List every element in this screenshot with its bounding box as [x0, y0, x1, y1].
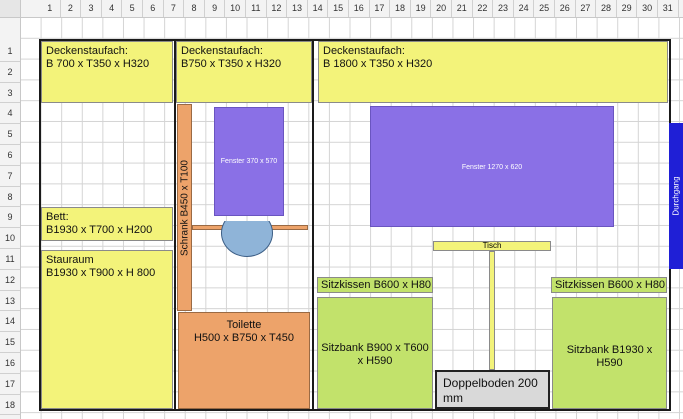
- cushion-left: Sitzkissen B600 x H80: [317, 277, 433, 293]
- column-header-22[interactable]: 22: [473, 0, 494, 17]
- double-floor-label: Doppelboden 200 mm: [443, 376, 538, 405]
- window-large-label: Fenster 1270 x 620: [461, 164, 523, 171]
- table-label: Tisch: [482, 241, 502, 250]
- column-header-28[interactable]: 28: [596, 0, 617, 17]
- column-header-8[interactable]: 8: [184, 0, 205, 17]
- row-header-13[interactable]: 13: [0, 291, 20, 312]
- column-header-15[interactable]: 15: [328, 0, 349, 17]
- passage-label: Durchgang: [671, 176, 681, 216]
- ceiling-storage-right-line2: B 1800 x T350 x H320: [323, 58, 433, 70]
- column-header-16[interactable]: 16: [349, 0, 370, 17]
- row-header-15[interactable]: 15: [0, 332, 20, 353]
- passage-marker: Durchgang: [669, 123, 683, 269]
- column-header-14[interactable]: 14: [308, 0, 329, 17]
- ceiling-storage-middle-line1: Deckenstaufach:: [181, 45, 263, 57]
- column-header-9[interactable]: 9: [205, 0, 226, 17]
- bench-right-label: Sitzbank B1930 x H590: [566, 344, 653, 369]
- column-header-3[interactable]: 3: [81, 0, 102, 17]
- column-header-2[interactable]: 2: [61, 0, 82, 17]
- column-header-27[interactable]: 27: [576, 0, 597, 17]
- ceiling-storage-right-line1: Deckenstaufach:: [323, 45, 405, 57]
- storage-label: Stauraum B1930 x T900 x H 800: [46, 254, 156, 279]
- column-header-17[interactable]: 17: [370, 0, 391, 17]
- round-window: [221, 221, 273, 257]
- column-header-13[interactable]: 13: [287, 0, 308, 17]
- table-leg: [489, 251, 495, 370]
- partition-wall-left: [174, 39, 176, 411]
- column-header-4[interactable]: 4: [102, 0, 123, 17]
- partition-wall-right: [312, 39, 314, 411]
- column-header-26[interactable]: 26: [555, 0, 576, 17]
- row-header-14[interactable]: 14: [0, 311, 20, 333]
- row-header-1[interactable]: 1: [0, 41, 20, 62]
- row-header-3[interactable]: 3: [0, 83, 20, 104]
- storage-box: Stauraum B1930 x T900 x H 800: [41, 250, 173, 409]
- row-header-6[interactable]: 6: [0, 145, 20, 166]
- column-header-20[interactable]: 20: [431, 0, 452, 17]
- row-header-16[interactable]: 16: [0, 353, 20, 374]
- row-header-11[interactable]: 11: [0, 249, 20, 270]
- outer-wall-left: [39, 39, 41, 411]
- column-header-25[interactable]: 25: [534, 0, 555, 17]
- column-header-21[interactable]: 21: [452, 0, 473, 17]
- column-header-10[interactable]: 10: [225, 0, 246, 17]
- double-floor-box: Doppelboden 200 mm: [435, 370, 550, 409]
- select-all-corner[interactable]: [0, 0, 21, 18]
- outer-wall-bottom: [39, 409, 671, 411]
- row-header-12[interactable]: 12: [0, 270, 20, 291]
- cabinet-box: Schrank B450 x T100: [177, 104, 192, 311]
- column-header-6[interactable]: 6: [143, 0, 164, 17]
- cushion-right-label: Sitzkissen B600 x H80: [555, 279, 666, 291]
- column-header-23[interactable]: 23: [493, 0, 514, 17]
- toilet-box: Toilette H500 x B750 x T450: [178, 312, 310, 409]
- column-header-12[interactable]: 12: [267, 0, 288, 17]
- row-header-7[interactable]: 7: [0, 166, 20, 187]
- ceiling-storage-middle-line2: B750 x T350 x H320: [181, 58, 282, 70]
- row-header-5[interactable]: 5: [0, 124, 20, 145]
- bed-label: Bett: B1930 x T700 x H200: [46, 211, 153, 236]
- column-header-29[interactable]: 29: [617, 0, 638, 17]
- bed-box: Bett: B1930 x T700 x H200: [41, 207, 173, 241]
- row-header-4[interactable]: 4: [0, 103, 20, 125]
- cabinet-label: Schrank B450 x T100: [179, 159, 190, 256]
- window-small: Fenster 370 x 570: [214, 107, 284, 216]
- row-header-9[interactable]: 9: [0, 207, 20, 229]
- bench-left: Sitzbank B900 x T600 x H590: [317, 297, 433, 409]
- window-small-label: Fenster 370 x 570: [220, 158, 278, 165]
- column-header-7[interactable]: 7: [164, 0, 185, 17]
- row-header-19[interactable]: 19: [0, 415, 20, 419]
- window-large: Fenster 1270 x 620: [370, 106, 614, 227]
- column-header-24[interactable]: 24: [514, 0, 535, 17]
- column-header-30[interactable]: 30: [637, 0, 658, 17]
- ceiling-storage-left-line2: B 700 x T350 x H320: [46, 58, 150, 70]
- table-top: Tisch: [433, 241, 551, 251]
- row-header-8[interactable]: 8: [0, 187, 20, 208]
- cushion-right: Sitzkissen B600 x H80: [551, 277, 667, 293]
- row-header-17[interactable]: 17: [0, 374, 20, 395]
- row-header-bar: [0, 17, 21, 419]
- column-header-1[interactable]: 1: [40, 0, 61, 17]
- outer-wall-top: [39, 39, 671, 41]
- ceiling-storage-left-line1: Deckenstaufach:: [46, 45, 128, 57]
- cushion-left-label: Sitzkissen B600 x H80: [321, 279, 432, 291]
- row-header-18[interactable]: 18: [0, 395, 20, 416]
- ceiling-storage-left: Deckenstaufach: B 700 x T350 x H320: [41, 41, 173, 103]
- column-header-5[interactable]: 5: [122, 0, 143, 17]
- column-header-11[interactable]: 11: [246, 0, 267, 17]
- toilet-label: Toilette H500 x B750 x T450: [193, 319, 295, 344]
- bench-left-label: Sitzbank B900 x T600 x H590: [321, 342, 429, 367]
- ceiling-storage-middle: Deckenstaufach: B750 x T350 x H320: [176, 41, 312, 103]
- column-header-18[interactable]: 18: [390, 0, 411, 17]
- column-header-32[interactable]: 32: [679, 0, 683, 17]
- row-header-2[interactable]: 2: [0, 62, 20, 83]
- bench-right: Sitzbank B1930 x H590: [552, 297, 667, 409]
- column-header-19[interactable]: 19: [411, 0, 432, 17]
- column-header-bar: [0, 0, 683, 18]
- column-header-31[interactable]: 31: [658, 0, 679, 17]
- row-header-10[interactable]: 10: [0, 228, 20, 249]
- ceiling-storage-right: Deckenstaufach: B 1800 x T350 x H320: [318, 41, 668, 103]
